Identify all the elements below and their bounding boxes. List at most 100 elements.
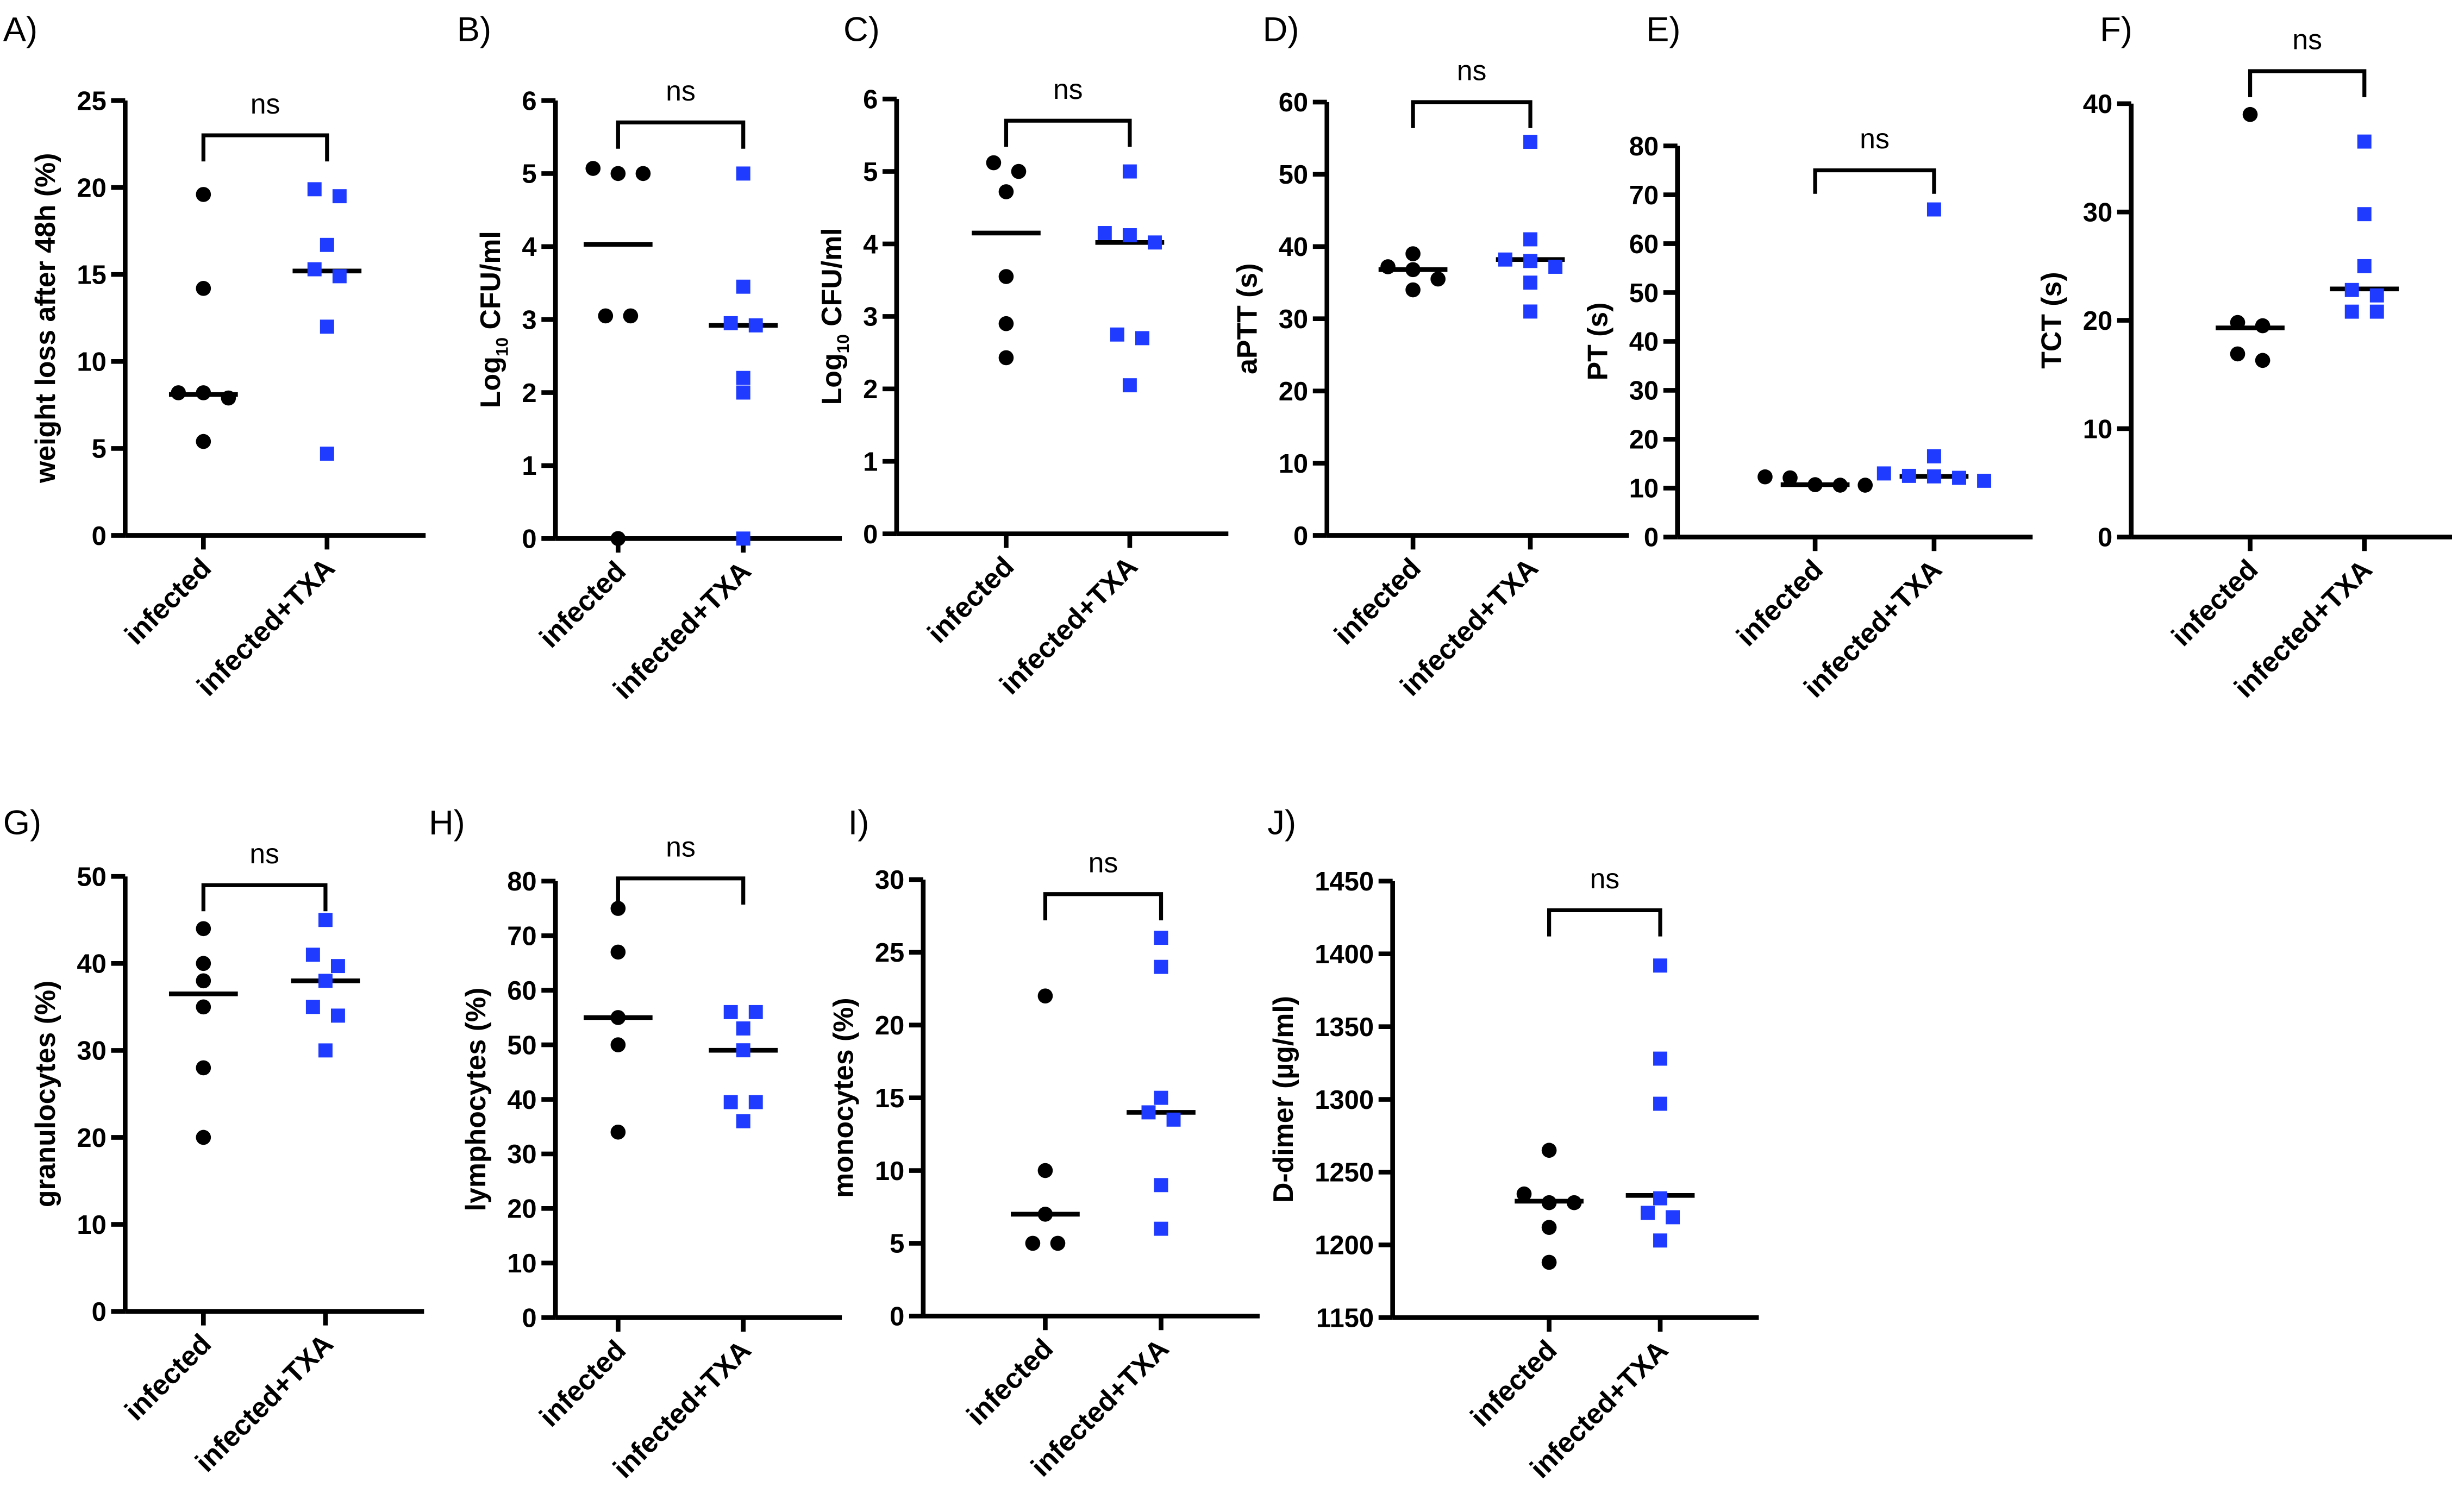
data-point-infected-txa — [307, 182, 322, 197]
data-point-infected-txa — [736, 279, 750, 294]
data-point-infected-txa — [723, 1005, 738, 1019]
data-point-infected — [1025, 1235, 1041, 1251]
category-label: infected — [533, 1334, 631, 1432]
y-tick-label: 30 — [77, 1037, 106, 1066]
y-tick-label: 1450 — [1315, 867, 1374, 896]
panel-label: A) — [3, 11, 37, 49]
data-point-infected-txa — [1122, 164, 1137, 179]
data-point-infected-txa — [320, 447, 334, 461]
significance-bracket — [1043, 892, 1164, 920]
y-axis-label: D-dimer (µg/ml) — [1267, 996, 1299, 1203]
category-label: infected — [1328, 552, 1427, 650]
data-point-infected — [196, 999, 211, 1015]
data-point-infected — [1832, 478, 1848, 493]
panel-label: H) — [429, 804, 465, 842]
data-point-infected — [1757, 469, 1773, 485]
data-point-infected — [1541, 1143, 1557, 1158]
significance-bracket — [201, 883, 328, 912]
data-point-infected-txa — [1876, 466, 1891, 481]
significance-label: ns — [251, 88, 280, 120]
y-tick-label: 1350 — [1315, 1013, 1374, 1042]
y-tick-label: 5 — [863, 158, 878, 187]
data-point-infected — [1037, 988, 1053, 1004]
panel-label: J) — [1267, 804, 1296, 842]
y-tick-label: 1150 — [1316, 1303, 1374, 1333]
data-point-infected-txa — [2369, 288, 2384, 303]
panel-label: D) — [1263, 11, 1299, 49]
data-point-infected — [196, 385, 211, 400]
data-point-infected-txa — [305, 948, 320, 962]
category-label: infected — [118, 1328, 217, 1426]
data-point-infected-txa — [1154, 1178, 1168, 1193]
y-axis-label-part: Log — [816, 353, 847, 405]
data-point-infected — [1857, 478, 1873, 493]
data-point-infected — [171, 385, 186, 400]
y-tick-label: 20 — [1279, 377, 1308, 406]
y-tick-label: 60 — [1629, 230, 1659, 259]
y-tick-label: 0 — [2098, 523, 2112, 553]
data-point-infected-txa — [318, 1043, 333, 1058]
data-point-infected-txa — [748, 1095, 763, 1109]
y-tick-label: 0 — [92, 1297, 107, 1327]
data-point-infected-txa — [2344, 283, 2359, 297]
data-point-infected — [610, 1124, 626, 1140]
data-point-infected-txa — [1110, 327, 1124, 342]
data-point-infected — [1050, 1235, 1066, 1251]
data-point-infected-txa — [723, 316, 738, 330]
data-point-infected — [998, 269, 1014, 284]
y-axis-label: Log10 CFU/ml — [474, 231, 511, 408]
significance-label: ns — [1457, 55, 1487, 86]
data-point-infected-txa — [1926, 449, 1941, 463]
data-point-infected-txa — [1653, 1233, 1667, 1248]
y-tick-label: 1400 — [1315, 940, 1374, 969]
y-tick-label: 30 — [2083, 198, 2112, 227]
data-point-infected — [610, 1037, 626, 1052]
data-point-infected-txa — [1548, 260, 1563, 274]
significance-label: ns — [249, 838, 279, 869]
y-tick-label: 5 — [92, 435, 107, 464]
category-label: infected — [1730, 553, 1829, 651]
y-tick-label: 30 — [507, 1140, 536, 1169]
y-tick-label: 0 — [1644, 523, 1659, 553]
data-point-infected — [1011, 164, 1027, 179]
data-point-infected-txa — [330, 959, 345, 974]
category-label: infected — [533, 555, 631, 653]
data-point-infected — [2255, 353, 2270, 368]
y-tick-label: 80 — [1629, 132, 1659, 161]
y-tick-label: 40 — [2083, 90, 2112, 119]
y-axis-label-part: CFU/ml — [816, 228, 847, 334]
data-point-infected-txa — [2369, 304, 2384, 319]
data-point-infected-txa — [1523, 135, 1537, 149]
data-point-infected — [1037, 1163, 1053, 1178]
y-tick-label: 6 — [863, 85, 878, 114]
significance-label: ns — [1860, 123, 1890, 154]
data-point-infected-txa — [2357, 207, 2372, 222]
significance-bracket — [2248, 69, 2367, 97]
y-tick-label: 1200 — [1315, 1231, 1374, 1260]
data-point-infected — [1037, 1207, 1053, 1222]
data-point-infected — [610, 166, 626, 181]
y-tick-label: 5 — [522, 160, 536, 189]
data-point-infected-txa — [748, 318, 763, 332]
y-tick-label: 50 — [77, 862, 106, 892]
category-label: infected — [921, 550, 1019, 649]
category-label: infected — [2165, 553, 2263, 651]
data-point-infected — [585, 161, 601, 176]
y-tick-label: 20 — [875, 1011, 904, 1040]
y-tick-label: 70 — [1629, 181, 1659, 210]
significance-label: ns — [666, 831, 696, 863]
y-tick-label: 6 — [522, 86, 536, 116]
data-point-infected — [998, 316, 1014, 331]
data-point-infected-txa — [1901, 468, 1916, 483]
data-point-infected — [221, 390, 236, 406]
data-point-infected-txa — [2344, 304, 2359, 319]
data-point-infected-txa — [1097, 226, 1112, 240]
data-point-infected — [196, 921, 211, 937]
category-label: infected — [118, 552, 217, 650]
y-tick-label: 10 — [77, 1210, 106, 1240]
data-point-infected — [635, 166, 651, 181]
